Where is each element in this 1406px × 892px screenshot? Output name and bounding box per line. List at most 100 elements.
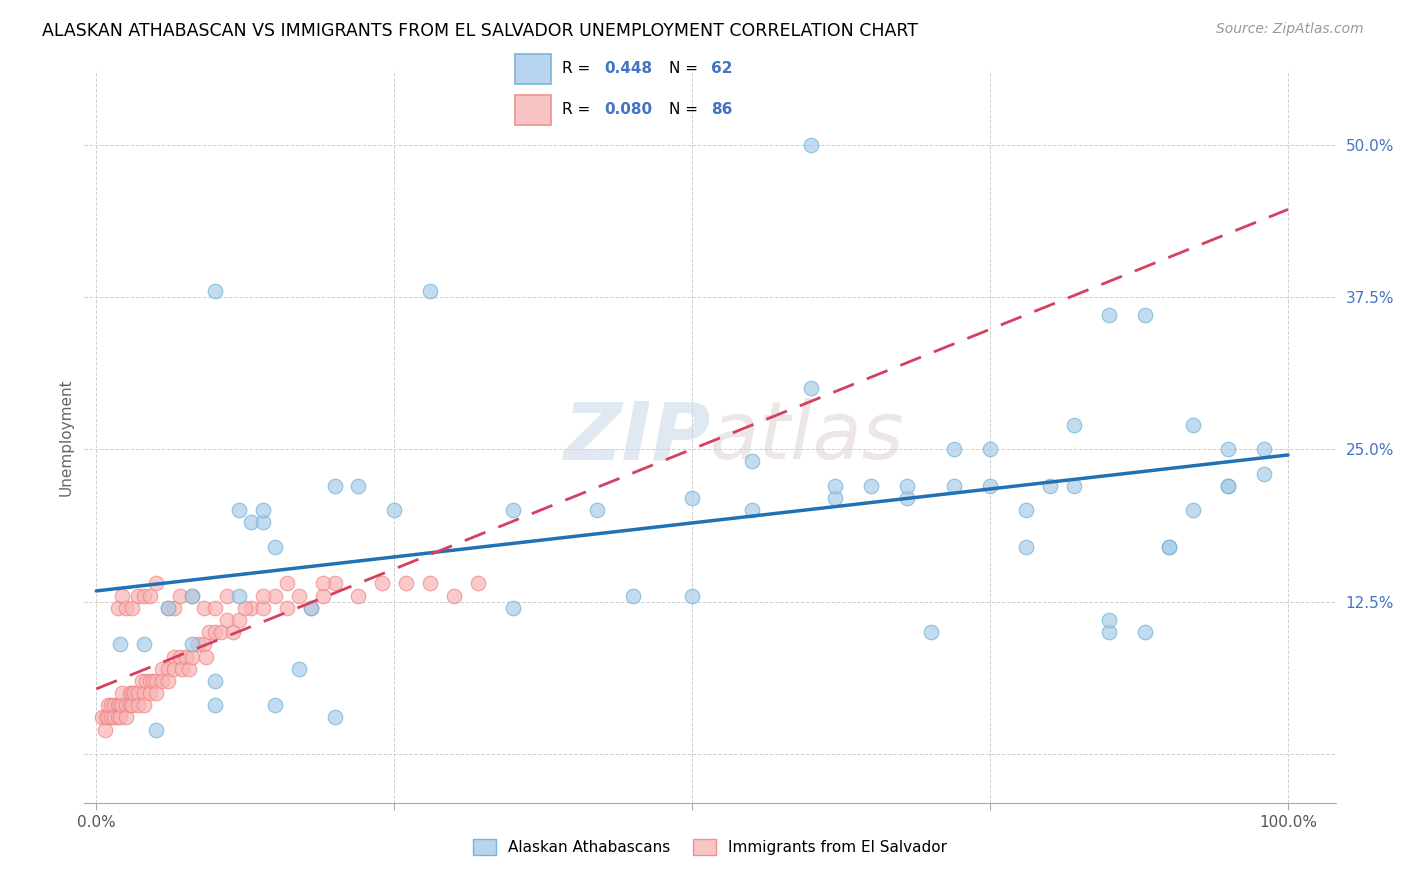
Point <box>156 600 179 615</box>
Point <box>1098 613 1121 627</box>
Point <box>111 589 134 603</box>
Point <box>1133 625 1156 640</box>
Point <box>118 698 141 713</box>
Point <box>163 649 186 664</box>
Point <box>193 637 215 651</box>
Point <box>299 600 322 615</box>
Point <box>1218 479 1240 493</box>
Point <box>1063 417 1085 432</box>
Point <box>121 686 143 700</box>
Point <box>174 649 197 664</box>
Point <box>312 589 335 603</box>
Y-axis label: Unemployment: Unemployment <box>58 378 73 496</box>
Point <box>979 442 1001 457</box>
Text: N =: N = <box>669 103 703 117</box>
Point <box>115 600 138 615</box>
Text: 0.448: 0.448 <box>605 62 652 76</box>
Point <box>135 673 157 688</box>
Point <box>127 698 149 713</box>
Text: 86: 86 <box>711 103 733 117</box>
Point <box>107 698 129 713</box>
Text: 0.080: 0.080 <box>605 103 652 117</box>
Point <box>323 479 346 493</box>
Point <box>127 686 149 700</box>
Point <box>97 698 120 713</box>
Point <box>323 576 346 591</box>
Point <box>252 589 274 603</box>
Point <box>1133 308 1156 322</box>
Point <box>1015 503 1038 517</box>
Point <box>91 710 114 724</box>
Point <box>276 600 298 615</box>
Point <box>108 637 131 651</box>
Point <box>233 600 256 615</box>
Point <box>1181 417 1204 432</box>
Text: ALASKAN ATHABASCAN VS IMMIGRANTS FROM EL SALVADOR UNEMPLOYMENT CORRELATION CHART: ALASKAN ATHABASCAN VS IMMIGRANTS FROM EL… <box>42 22 918 40</box>
Point <box>1157 540 1180 554</box>
Point <box>108 698 131 713</box>
Point <box>1157 540 1180 554</box>
Point <box>180 589 202 603</box>
Point <box>681 589 703 603</box>
Point <box>896 491 918 505</box>
Point <box>145 723 167 737</box>
Point <box>94 710 117 724</box>
Point <box>228 589 250 603</box>
Point <box>323 710 346 724</box>
FancyBboxPatch shape <box>515 95 551 125</box>
Point <box>204 673 226 688</box>
Point <box>103 710 125 724</box>
Point <box>169 589 191 603</box>
Point <box>896 479 918 493</box>
Point <box>299 600 322 615</box>
Point <box>142 673 165 688</box>
Point <box>115 698 138 713</box>
Point <box>194 649 217 664</box>
Point <box>585 503 607 517</box>
Point <box>108 710 131 724</box>
Point <box>1098 625 1121 640</box>
Point <box>139 686 162 700</box>
Point <box>139 589 162 603</box>
Point <box>1181 503 1204 517</box>
Text: 62: 62 <box>711 62 733 76</box>
Legend: Alaskan Athabascans, Immigrants from El Salvador: Alaskan Athabascans, Immigrants from El … <box>467 833 953 861</box>
Point <box>132 589 155 603</box>
Point <box>1039 479 1062 493</box>
Point <box>107 710 129 724</box>
Point <box>859 479 882 493</box>
Point <box>156 662 179 676</box>
Point <box>920 625 942 640</box>
Text: N =: N = <box>669 62 703 76</box>
Point <box>131 673 153 688</box>
Point <box>180 589 202 603</box>
Point <box>371 576 394 591</box>
Point <box>943 442 966 457</box>
Point <box>395 576 418 591</box>
Point <box>107 600 129 615</box>
Point <box>502 503 524 517</box>
Point <box>169 649 191 664</box>
Point <box>943 479 966 493</box>
Point <box>681 491 703 505</box>
Point <box>1218 442 1240 457</box>
Point <box>222 625 245 640</box>
Point <box>132 637 155 651</box>
Point <box>100 698 122 713</box>
Point <box>347 589 370 603</box>
Point <box>252 503 274 517</box>
Point <box>217 613 239 627</box>
Point <box>121 600 143 615</box>
Point <box>800 381 823 395</box>
Point <box>172 662 194 676</box>
Point <box>145 686 167 700</box>
Point <box>741 503 763 517</box>
Point <box>1015 540 1038 554</box>
Point <box>115 710 138 724</box>
Point <box>103 698 125 713</box>
Point <box>800 137 823 152</box>
Point <box>180 649 202 664</box>
Point <box>264 698 287 713</box>
Point <box>347 479 370 493</box>
Point <box>1253 467 1275 481</box>
